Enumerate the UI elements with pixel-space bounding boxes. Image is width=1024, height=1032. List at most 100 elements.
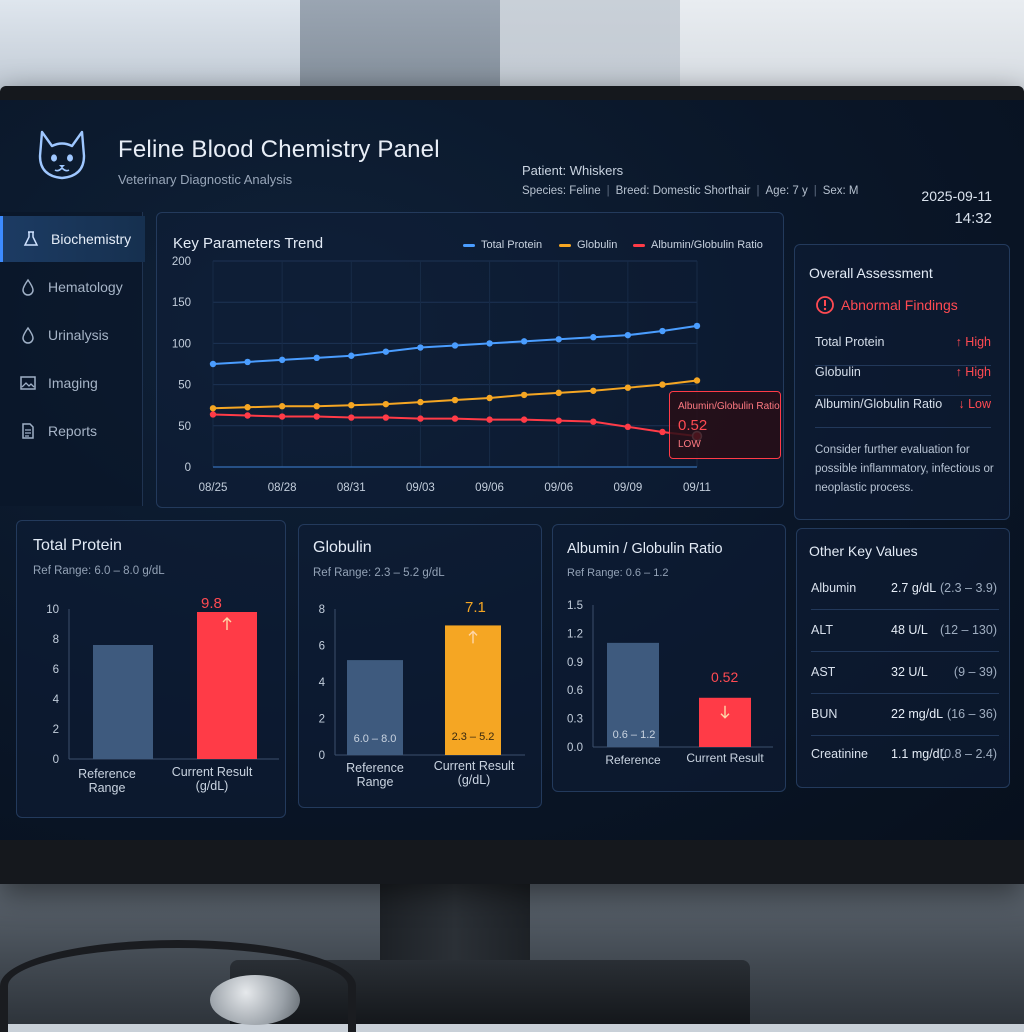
ag-ratio-ref-bar-text: 0.6 – 1.2 (612, 729, 656, 741)
y-tick-label: 6 (319, 641, 325, 653)
data-point (486, 340, 493, 347)
abnormal-findings-heading: Abnormal Findings (815, 295, 958, 315)
data-point (451, 342, 459, 349)
key-value-value: 1.1 mg/dL (891, 747, 947, 761)
key-value-row: AST 32 U/L (9 – 39) (811, 653, 999, 694)
y-tick-label: 150 (172, 297, 191, 309)
patient-name: Patient: Whiskers (522, 163, 624, 178)
sidebar-item-label: Hematology (48, 279, 123, 295)
x-tick-label: 09/06 (475, 482, 504, 494)
callout-label: Albumin/Globulin Ratio (678, 401, 780, 412)
data-point (555, 336, 562, 343)
legend-globulin: Globulin (559, 239, 617, 251)
key-value-row: BUN 22 mg/dL (16 – 36) (811, 695, 999, 736)
monitor-screen: Feline Blood Chemistry Panel Veterinary … (0, 100, 1024, 840)
globulin-ref-bar-text: 6.0 – 8.0 (353, 733, 397, 745)
y-tick-label: 0.3 (567, 714, 583, 726)
data-point (555, 417, 562, 424)
sidebar: Biochemistry Hematology Urinalysis Imagi… (0, 212, 145, 506)
assessment-row: Total Protein ↑ High (815, 335, 991, 366)
document-icon (18, 421, 38, 441)
age-text: Age: 7 y (765, 185, 808, 197)
assessment-row: Globulin ↑ High (815, 365, 991, 396)
category-label: Current Result (686, 751, 764, 765)
report-date: 2025-09-11 (921, 188, 992, 204)
callout-value: 0.52 (678, 417, 708, 434)
image-icon (18, 373, 38, 393)
data-point (209, 411, 217, 418)
app-title: Feline Blood Chemistry Panel (118, 136, 440, 163)
data-point (382, 400, 390, 408)
globulin-result-value: 7.1 (465, 599, 486, 616)
y-tick-label: 0 (185, 462, 191, 474)
x-tick-label: 09/09 (613, 482, 642, 494)
assessment-title: Overall Assessment (809, 265, 933, 281)
data-point (624, 331, 632, 339)
sidebar-item-imaging[interactable]: Imaging (0, 360, 142, 406)
data-point (313, 403, 320, 410)
data-point (624, 384, 632, 391)
data-point (520, 338, 528, 345)
data-point (382, 414, 390, 421)
sidebar-item-biochemistry[interactable]: Biochemistry (0, 216, 145, 262)
sidebar-item-reports[interactable]: Reports (0, 408, 142, 454)
ag-ratio-panel: Albumin / Globulin Ratio Ref Range: 0.6 … (552, 524, 786, 792)
y-tick-label: 0.9 (567, 657, 583, 669)
category-label: Reference Range (78, 767, 136, 795)
key-value-range: (12 – 130) (940, 623, 997, 637)
data-point (244, 404, 251, 411)
key-value-range: (9 – 39) (953, 665, 997, 679)
total-protein-title: Total Protein (33, 537, 122, 554)
legend-label: Total Protein (481, 239, 543, 251)
ag-ratio-result-value: 0.52 (711, 669, 739, 685)
data-point (451, 396, 459, 404)
data-point (417, 415, 424, 422)
y-tick-label: 2 (53, 724, 59, 736)
data-point (278, 356, 286, 364)
y-tick-label: 8 (319, 604, 325, 616)
sidebar-item-label: Biochemistry (51, 231, 132, 247)
data-point (590, 387, 597, 394)
down-arrow-icon (720, 705, 730, 719)
drop-icon (18, 325, 38, 345)
sidebar-item-label: Urinalysis (48, 327, 109, 343)
legend-ag-ratio: Albumin/Globulin Ratio (633, 239, 763, 251)
x-tick-label: 09/11 (683, 482, 711, 494)
data-point (244, 412, 251, 419)
ag-ratio-title: Albumin / Globulin Ratio (567, 541, 723, 557)
ag-ratio-bars: 0.0 0.3 0.6 0.9 1.2 1.5 (567, 600, 773, 754)
globulin-cur-bar-text: 2.3 – 5.2 (451, 731, 495, 743)
report-time: 14:32 (954, 210, 992, 227)
assessment-parameter: Globulin (815, 365, 861, 379)
x-tick-label: 09/06 (544, 482, 573, 494)
y-tick-label: 50 (178, 380, 191, 392)
sex-text: Sex: M (822, 185, 859, 197)
data-point (693, 377, 701, 384)
y-tick-label: 1.2 (567, 628, 583, 640)
data-point (590, 418, 597, 425)
y-tick-label: 100 (172, 338, 191, 350)
key-value-range: (16 – 36) (946, 707, 997, 721)
data-point (313, 413, 320, 420)
globulin-panel: Globulin Ref Range: 2.3 – 5.2 g/dL 0 2 4 6 8… (298, 524, 542, 808)
key-value-value: 22 mg/dL (891, 707, 944, 721)
alert-icon (816, 296, 834, 314)
sidebar-item-hematology[interactable]: Hematology (0, 264, 142, 310)
sidebar-item-urinalysis[interactable]: Urinalysis (0, 312, 142, 358)
category-label: Reference (605, 753, 661, 767)
y-tick-label: 0.6 (567, 685, 583, 697)
y-tick-label: 0 (53, 754, 59, 766)
y-tick-label: 2 (319, 714, 325, 726)
bar (699, 697, 751, 747)
up-arrow-icon (468, 630, 478, 644)
total-protein-panel: Total Protein Ref Range: 6.0 – 8.0 g/dL … (16, 520, 286, 818)
y-tick-label: 1.5 (567, 600, 583, 612)
up-arrow-icon (222, 617, 232, 630)
total-protein-result-value: 9.8 (201, 595, 222, 612)
assessment-parameter: Albumin/Globulin Ratio (815, 397, 943, 411)
high-flag: ↑ High (955, 365, 991, 379)
y-tick-label: 4 (319, 677, 326, 689)
globulin-title: Globulin (313, 539, 372, 556)
data-point (382, 348, 390, 355)
drop-icon (18, 277, 38, 297)
